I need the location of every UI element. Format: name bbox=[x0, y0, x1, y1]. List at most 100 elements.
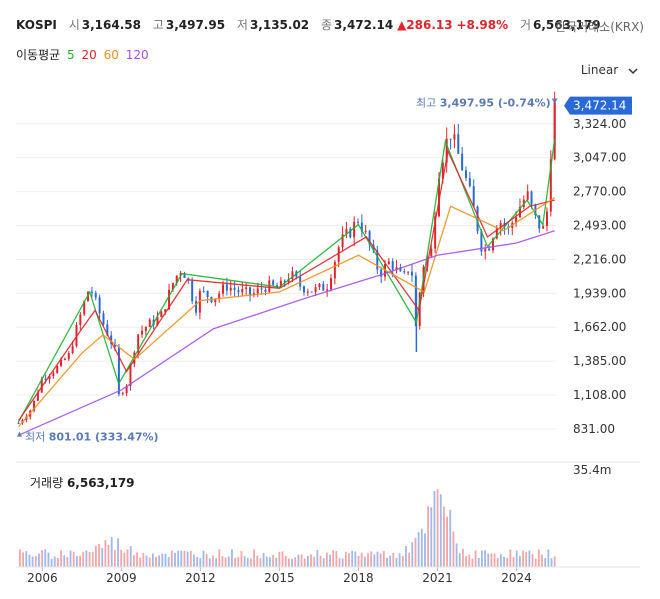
candles bbox=[17, 91, 556, 425]
last-price-tag bbox=[564, 96, 632, 115]
candle-down bbox=[357, 221, 360, 223]
volume-pane-label: 거래량 bbox=[30, 476, 64, 490]
low-marker-icon bbox=[17, 431, 22, 437]
candle-up bbox=[141, 330, 144, 335]
volume-bar bbox=[348, 553, 350, 567]
volume-bar bbox=[104, 540, 107, 567]
volume-bar bbox=[414, 537, 417, 567]
volume-bar bbox=[544, 558, 547, 567]
close-value: 3,472.14 bbox=[334, 18, 394, 32]
candle-down bbox=[461, 153, 464, 171]
candle-up bbox=[160, 311, 163, 317]
candle-up bbox=[326, 289, 329, 291]
high-label: 고 bbox=[152, 18, 164, 32]
scale-selector[interactable]: Linear bbox=[581, 63, 638, 77]
candle-up bbox=[515, 217, 518, 223]
candle-down bbox=[106, 324, 109, 336]
volume-bar bbox=[132, 555, 135, 567]
open-value: 3,164.58 bbox=[81, 18, 141, 32]
y-tick-label: 1,662.00 bbox=[573, 320, 626, 334]
candle-down bbox=[110, 335, 113, 344]
volume-bar bbox=[357, 555, 360, 567]
candle-down bbox=[283, 280, 286, 283]
volume-bar bbox=[455, 543, 458, 567]
volume-bar bbox=[142, 553, 145, 567]
candle-down bbox=[410, 271, 413, 276]
candle-up bbox=[168, 289, 171, 310]
volume-label: 거 bbox=[519, 18, 532, 32]
volume-bar bbox=[341, 558, 344, 567]
volume-bar bbox=[98, 543, 100, 567]
volume-bars bbox=[19, 489, 556, 567]
volume-bar bbox=[215, 558, 218, 567]
high-marker-icon bbox=[551, 98, 558, 104]
volume-bar bbox=[256, 555, 259, 567]
volume-bar bbox=[158, 555, 161, 567]
volume-bar bbox=[499, 554, 502, 567]
candle-up bbox=[148, 319, 151, 328]
candle-up bbox=[129, 364, 132, 386]
candle-up bbox=[33, 400, 36, 411]
candle-up bbox=[434, 216, 437, 249]
volume-bar bbox=[53, 556, 56, 567]
volume-bar bbox=[382, 551, 385, 567]
volume-bar bbox=[224, 557, 227, 567]
volume-bar bbox=[253, 549, 255, 567]
volume-bar bbox=[471, 558, 474, 567]
candle-down bbox=[464, 170, 467, 178]
volume-bar bbox=[205, 553, 208, 567]
symbol-name: KOSPI bbox=[16, 18, 57, 32]
candle-down bbox=[538, 215, 541, 229]
volume-bar bbox=[101, 548, 104, 567]
volume-bar bbox=[310, 554, 312, 567]
candle-up bbox=[387, 261, 390, 265]
candle-down bbox=[98, 297, 101, 314]
volume-bar bbox=[481, 550, 483, 567]
volume-bar bbox=[202, 550, 205, 567]
candle-down bbox=[102, 313, 105, 325]
volume-bar bbox=[436, 489, 439, 567]
volume-bar bbox=[477, 558, 480, 567]
volume-bar bbox=[120, 549, 123, 567]
volume-bar bbox=[465, 556, 467, 567]
volume-bar bbox=[401, 556, 404, 567]
candle-down bbox=[191, 280, 194, 302]
volume-bar bbox=[284, 555, 287, 567]
volume-bar bbox=[63, 555, 66, 567]
candle-down bbox=[310, 291, 313, 293]
volume-bar bbox=[503, 556, 505, 567]
volume-bar bbox=[522, 550, 524, 567]
candle-up bbox=[214, 298, 217, 302]
y-tick-label: 1,385.00 bbox=[573, 354, 626, 368]
ma-line-ma60 bbox=[18, 197, 556, 428]
volume-bar bbox=[338, 558, 341, 567]
volume-bar bbox=[468, 554, 471, 567]
volume-bar bbox=[199, 557, 202, 567]
volume-bar bbox=[69, 550, 72, 567]
candle-up bbox=[395, 267, 398, 270]
volume-bar bbox=[47, 552, 50, 567]
volume-bar bbox=[161, 553, 164, 567]
volume-bar bbox=[94, 545, 97, 567]
candle-up bbox=[48, 376, 51, 380]
volume-bar bbox=[186, 551, 189, 567]
high-annotation: 최고 3,497.95 (-0.74%) bbox=[416, 96, 551, 109]
x-tick-label: 2012 bbox=[185, 571, 216, 585]
high-annotation-value: 3,497.95 (-0.74%) bbox=[440, 96, 551, 109]
candle-up bbox=[495, 228, 498, 239]
close-label: 종 bbox=[320, 18, 333, 32]
volume-axis-label: 35.4m bbox=[573, 463, 611, 477]
volume-bar bbox=[259, 558, 262, 567]
volume-bar bbox=[541, 554, 543, 567]
volume-bar bbox=[177, 550, 180, 567]
candle-down bbox=[237, 290, 240, 293]
volume-bar bbox=[515, 550, 518, 567]
candle-down bbox=[530, 191, 533, 205]
candle-down bbox=[90, 291, 93, 293]
volume-bar bbox=[193, 554, 195, 567]
ma-legend[interactable]: 이동평균 5 20 60 120 bbox=[16, 46, 152, 63]
volume-bar bbox=[50, 558, 53, 567]
volume-bar bbox=[57, 558, 59, 567]
candle-down bbox=[114, 343, 117, 347]
